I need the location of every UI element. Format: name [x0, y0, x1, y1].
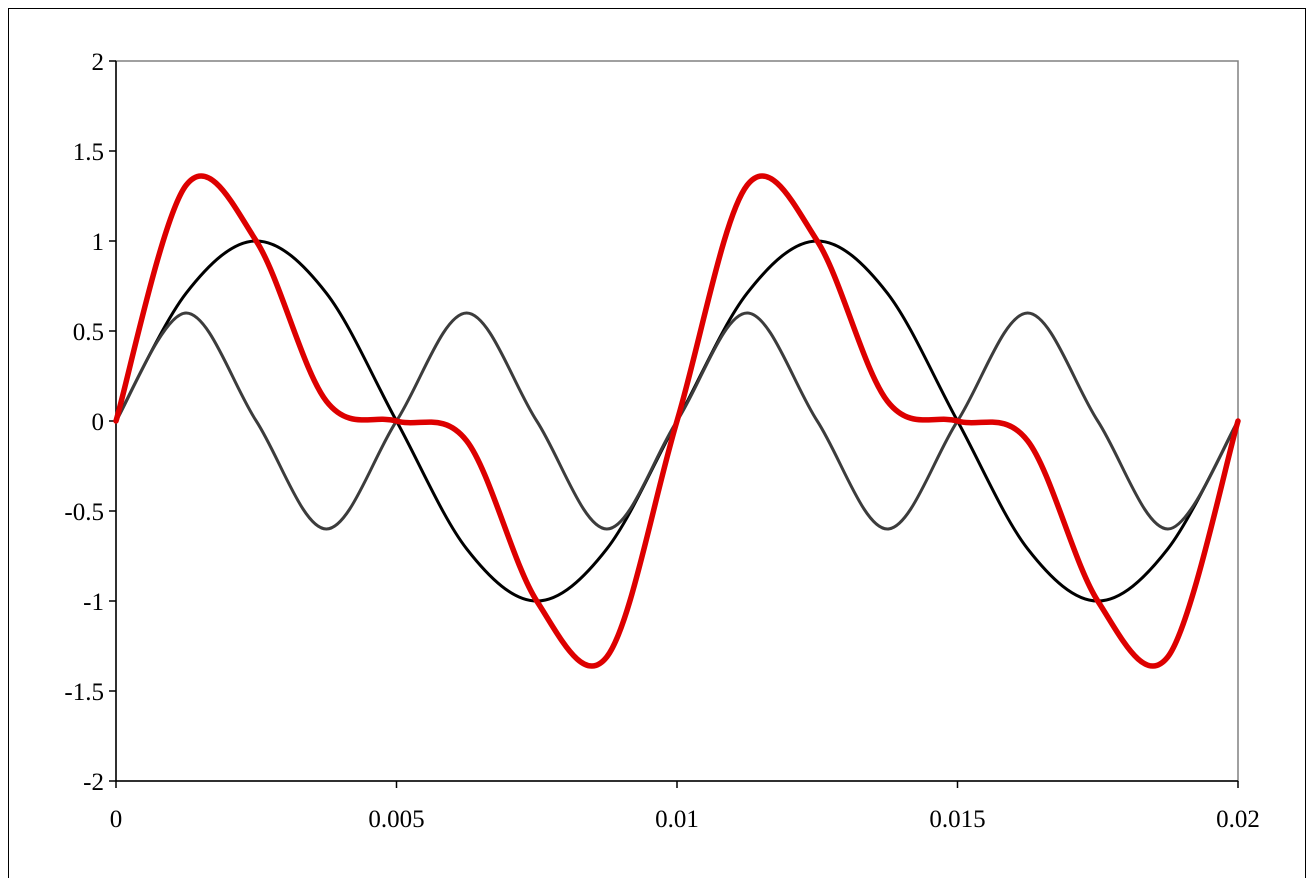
y-tick-label: 0	[92, 409, 105, 436]
y-tick-label: 1.5	[73, 139, 104, 166]
y-tick-label: 1	[92, 229, 105, 256]
x-tick-label: 0	[110, 806, 123, 833]
y-tick-label: -1	[83, 589, 104, 616]
y-tick-label: -1.5	[64, 679, 104, 706]
x-axis: 0 0.005 0.01 0.015 0.02	[110, 780, 1260, 833]
x-tick-label: 0.02	[1216, 806, 1260, 833]
line-chart: 2 1.5 1 0.5 0 -0.5 -1 -1.5 -2 0 0.005 0.01 0.015 0.0…	[64, 49, 1260, 833]
x-tick-label: 0.005	[368, 806, 424, 833]
y-tick-label: 2	[92, 49, 105, 76]
y-axis: 2 1.5 1 0.5 0 -0.5 -1 -1.5 -2	[64, 49, 117, 796]
x-tick-label: 0.01	[655, 806, 699, 833]
series-line-3	[113, 173, 1241, 669]
y-tick-label: -0.5	[64, 499, 104, 526]
y-tick-label: 0.5	[73, 319, 104, 346]
y-tick-label: -2	[83, 769, 104, 796]
series-layer	[113, 173, 1241, 669]
x-tick-label: 0.015	[929, 806, 985, 833]
chart-frame: 2 1.5 1 0.5 0 -0.5 -1 -1.5 -2 0 0.005 0.01 0.015 0.0…	[8, 8, 1306, 878]
